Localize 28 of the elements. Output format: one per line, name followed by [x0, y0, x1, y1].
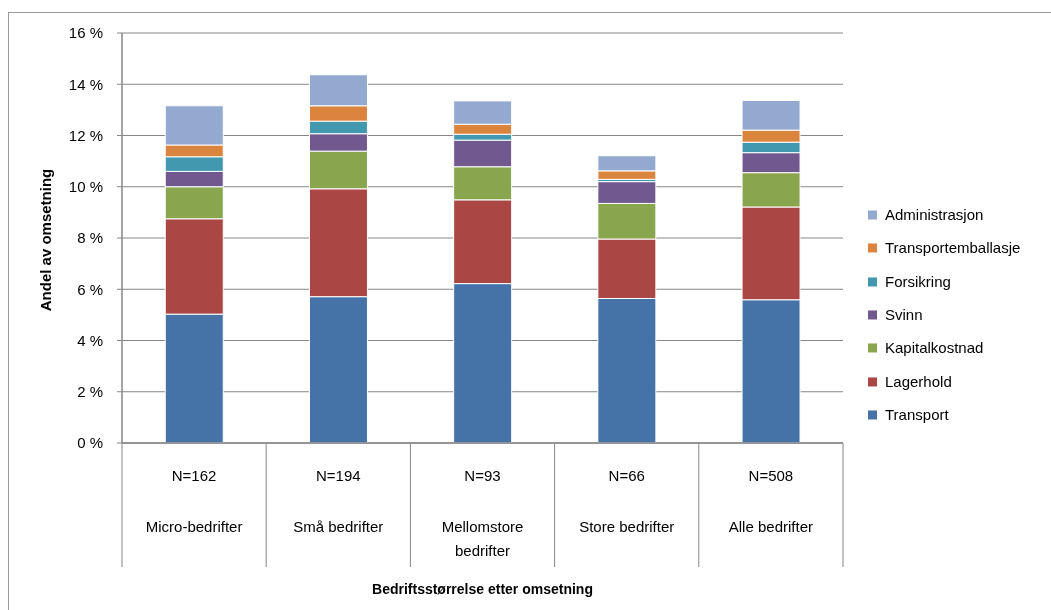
- y-tick-label: 0 %: [77, 434, 103, 452]
- y-tick-label: 2 %: [77, 383, 103, 401]
- y-tick-label: 16 %: [68, 24, 103, 42]
- legend-label: Kapitalkostnad: [885, 339, 984, 357]
- y-tick-label: 12 %: [68, 126, 103, 144]
- x-tick-label: Alle bedrifter: [728, 517, 814, 535]
- y-tick-label: 8 %: [77, 229, 103, 247]
- text: N=508: [748, 467, 794, 484]
- legend-label: Forsikring: [885, 273, 951, 291]
- x-tick-label: Mellomstore bedrifter: [441, 517, 524, 559]
- y-tick-label: 14 %: [68, 75, 103, 93]
- y-tick-label: 4 %: [77, 331, 103, 349]
- x-axis-title: Bedriftsstørrelse etter omsetning: [372, 581, 593, 597]
- legend-label: Transportemballasje: [885, 239, 1021, 257]
- legend-label: Administrasjon: [885, 206, 984, 224]
- x-tick-label: Micro-bedrifter: [145, 517, 243, 535]
- x-tick-label: Små bedrifter: [293, 517, 384, 535]
- text: N=162: [171, 467, 217, 484]
- legend-label: Svinn: [885, 306, 923, 324]
- legend-label: Transport: [885, 406, 949, 424]
- text: N=93: [464, 467, 501, 484]
- y-tick-label: 6 %: [77, 280, 103, 298]
- text: N=66: [608, 467, 645, 484]
- legend-label: Lagerhold: [885, 373, 952, 391]
- text: N=194: [315, 467, 361, 484]
- x-tick-label: Store bedrifter: [579, 517, 675, 535]
- y-tick-label: 10 %: [68, 178, 103, 196]
- y-axis-title: Andel av omsetning: [36, 168, 54, 312]
